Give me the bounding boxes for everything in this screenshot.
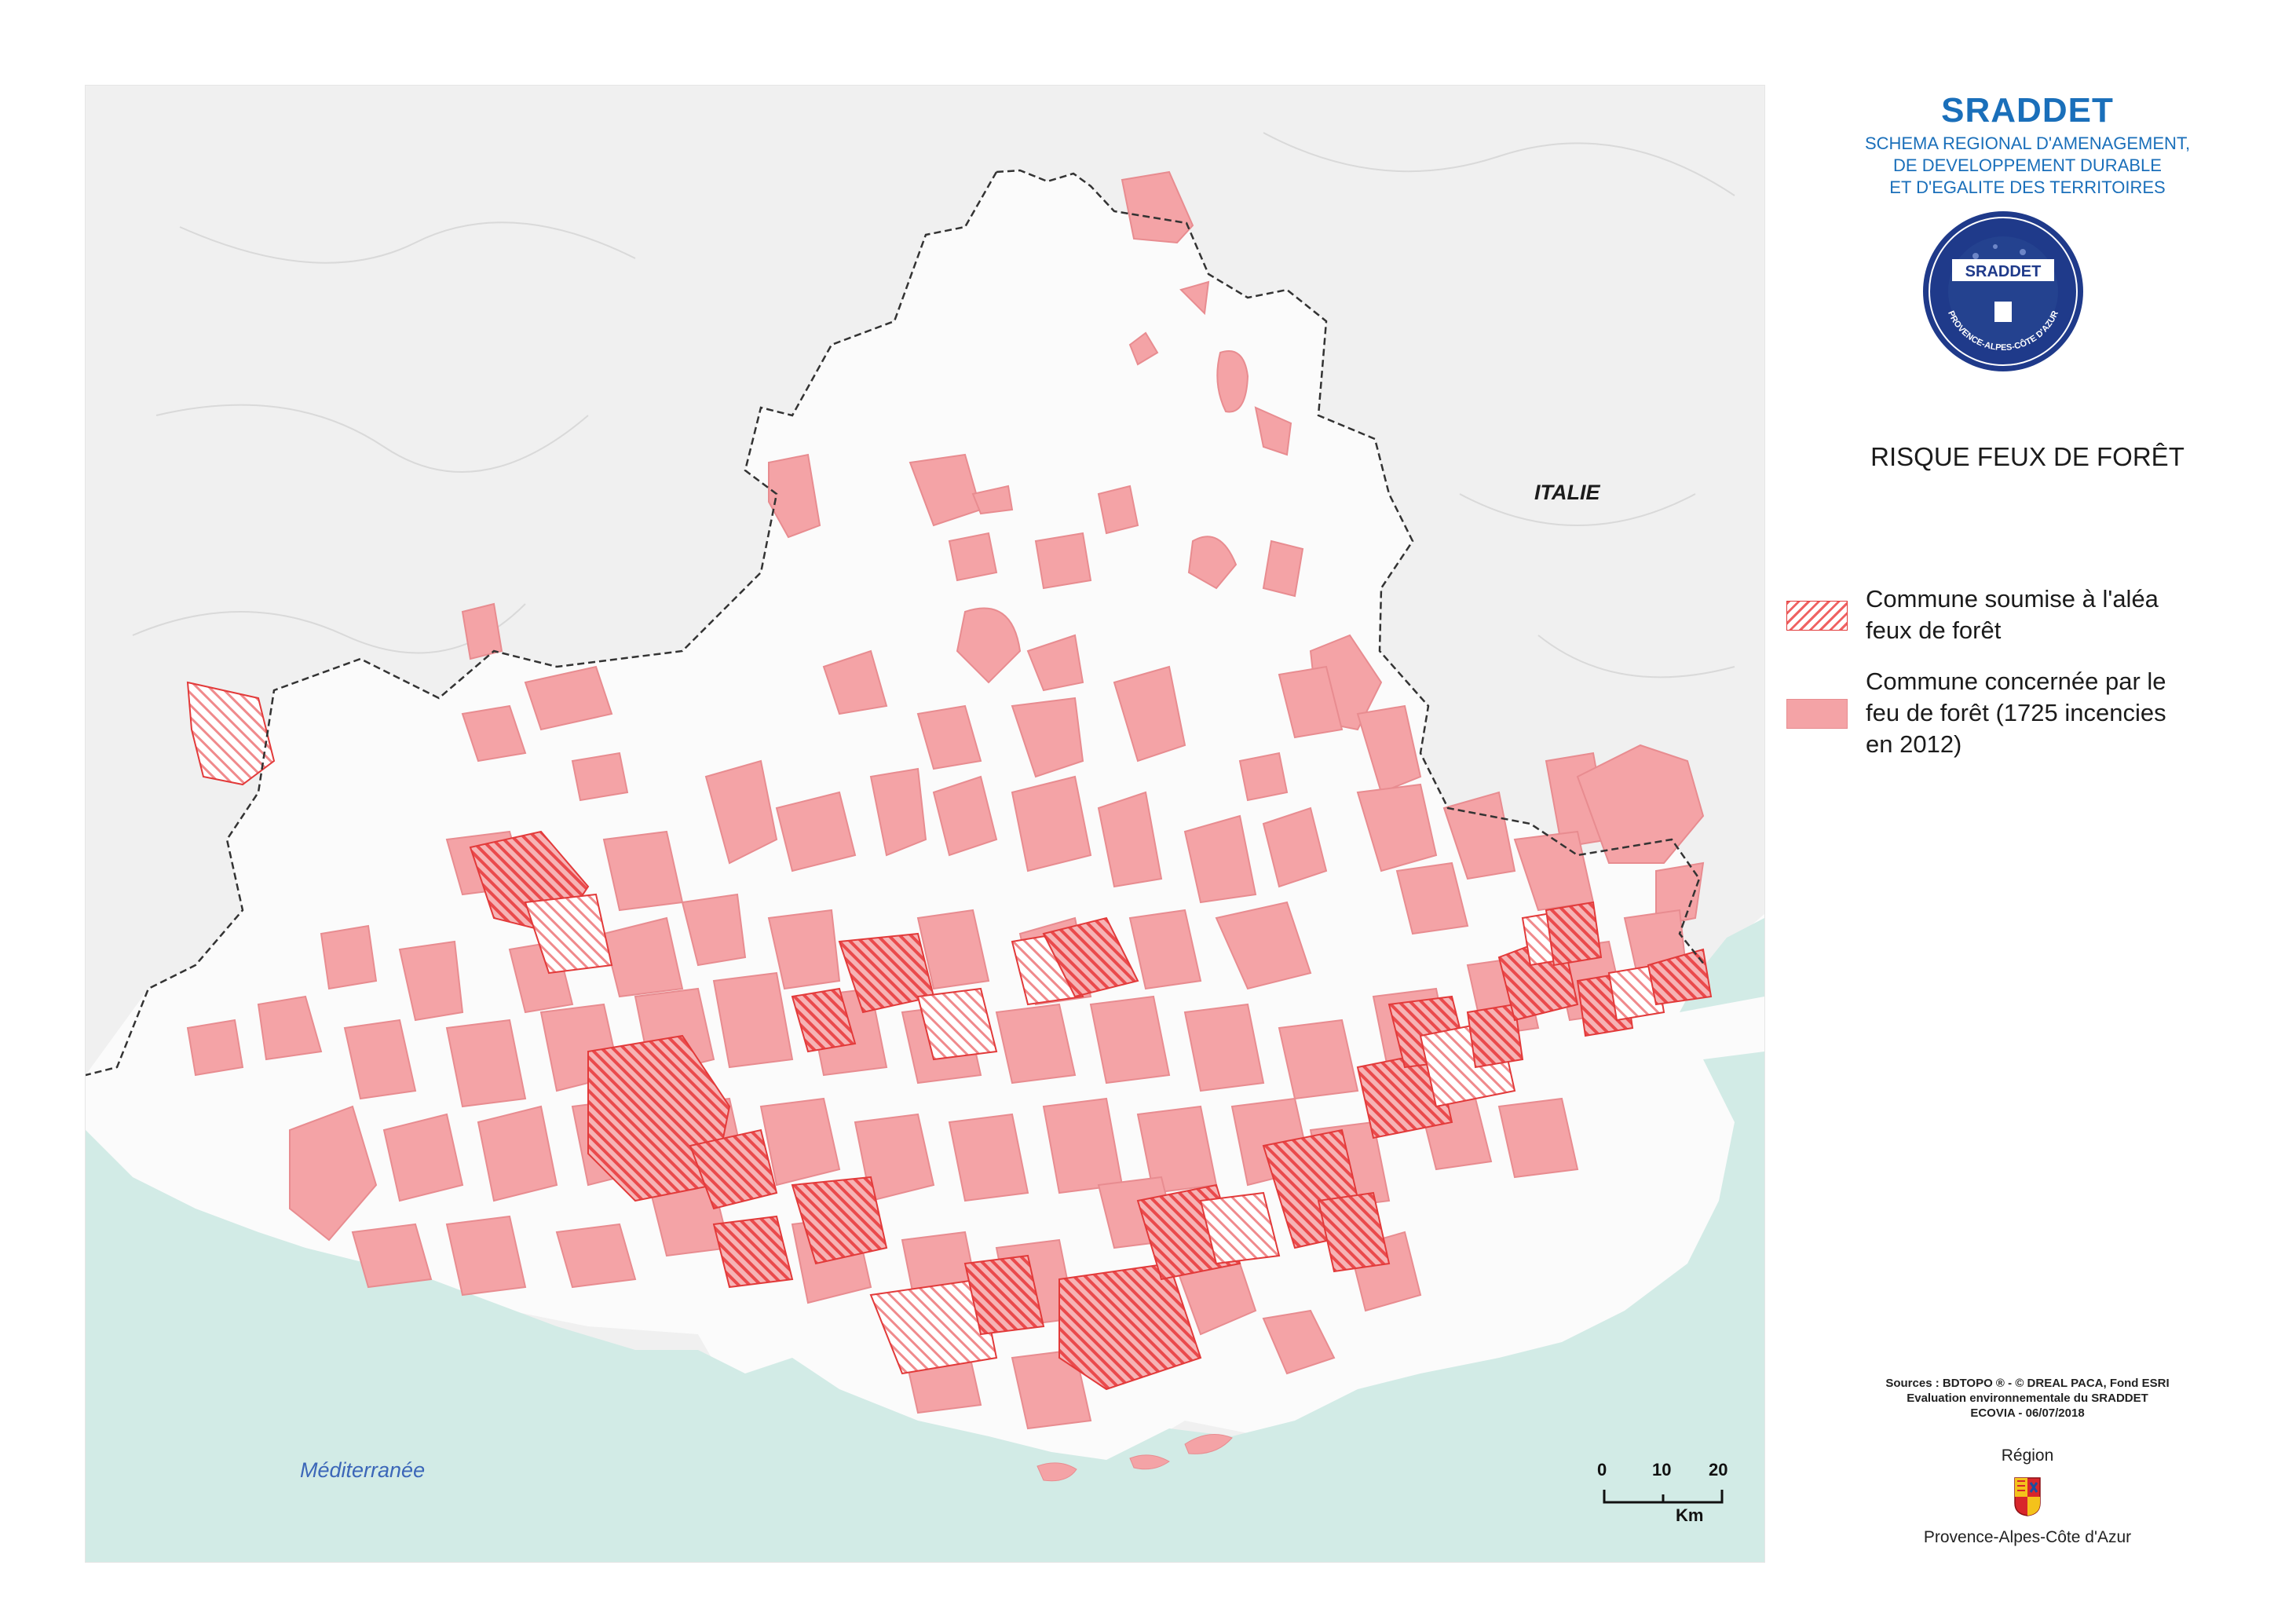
legend-alea-line-2: feux de forêt [1866, 616, 2002, 644]
scale-unit: Km [1676, 1505, 1704, 1525]
sources-line-3: ECOVIA - 06/07/2018 [1970, 1406, 2085, 1420]
scale-ruler [1603, 1490, 1724, 1504]
sraddet-logo: SRADDET PROVENCE-ALPES-CÔTE D'AZUR [1923, 211, 2083, 371]
scale-tick-10: 10 [1652, 1460, 1672, 1480]
subtitle-line-1: SCHEMA REGIONAL D'AMENAGEMENT, [1864, 134, 2191, 153]
scale-tick-20: 20 [1709, 1460, 1728, 1480]
region-emblem-icon [2014, 1477, 2041, 1516]
legend-concernee-line-3: en 2012) [1866, 730, 1962, 758]
region-border [996, 169, 1706, 966]
legend-concernee-line-2: feu de forêt (1725 incencies [1866, 699, 2166, 726]
legend-label-concernee: Commune concernée par le feu de forêt (1… [1866, 666, 2166, 760]
sraddet-heading: SRADDET [1941, 91, 2114, 130]
legend-alea-line-1: Commune soumise à l'aléa [1866, 585, 2159, 613]
scale-tick-0: 0 [1597, 1460, 1607, 1480]
map-canvas[interactable]: ITALIE Méditerranée 0 10 20 Km [85, 85, 1765, 1563]
region-label: Région [2001, 1447, 2054, 1465]
island [1184, 1434, 1233, 1454]
sources-line-1: Sources : BDTOPO ® - © DREAL PACA, Fond … [1885, 1377, 2170, 1390]
island [1129, 1454, 1170, 1470]
sea-label-mediterranee: Méditerranée [300, 1458, 426, 1482]
logo-wordmark: SRADDET [1965, 263, 2042, 280]
legend-panel: SRADDET SCHEMA REGIONAL D'AMENAGEMENT, D… [1776, 85, 2279, 1561]
sea-mediterranean [86, 1052, 1764, 1562]
scale-bar: 0 10 20 Km [1597, 1460, 1764, 1531]
legend-swatch-filled [1786, 699, 1848, 729]
legend-label-alea: Commune soumise à l'aléa feux de forêt [1866, 583, 2159, 646]
subtitle-line-3: ET D'EGALITE DES TERRITOIRES [1889, 177, 2166, 197]
legend-swatch-hatched [1786, 601, 1848, 631]
map-title: RISQUE FEUX DE FORÊT [1870, 442, 2184, 471]
region-name: Provence-Alpes-Côte d'Azur [1923, 1528, 2132, 1546]
communes-hatched [186, 681, 1713, 1391]
region-border-west [86, 171, 998, 1077]
subtitle-line-2: DE DEVELOPPEMENT DURABLE [1893, 155, 2162, 175]
legend-concernee-line-1: Commune concernée par le [1866, 668, 2166, 695]
country-label-italie: ITALIE [1534, 481, 1600, 504]
island [1036, 1462, 1077, 1482]
sources-line-2: Evaluation environnementale du SRADDET [1907, 1392, 2148, 1405]
map-svg [86, 86, 1764, 1562]
